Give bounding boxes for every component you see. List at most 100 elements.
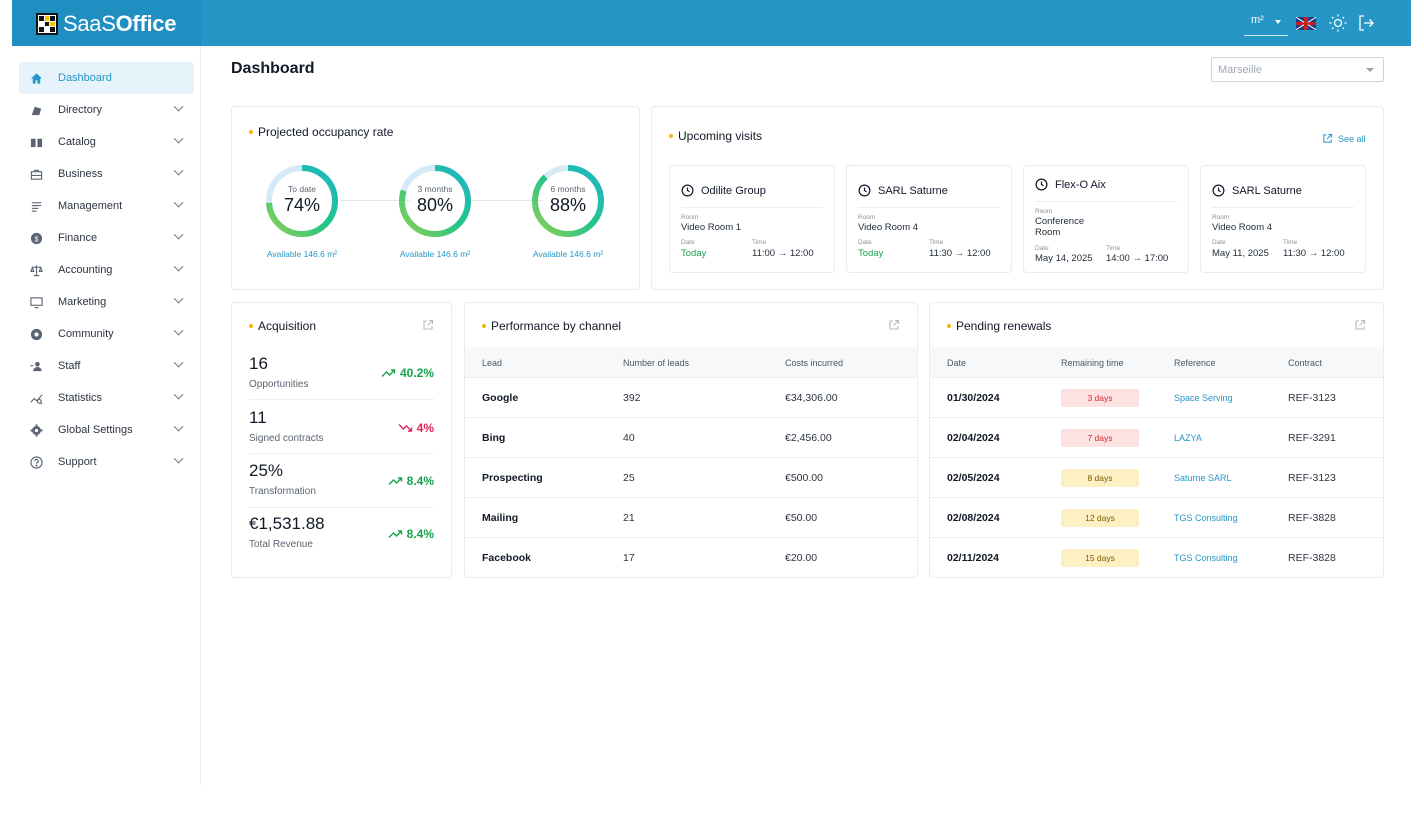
- column-header: Contract: [1288, 358, 1323, 368]
- visit-header: Odilite Group: [681, 184, 766, 197]
- table-row[interactable]: 02/08/2024 12 days TGS Consulting REF-38…: [930, 498, 1383, 538]
- chevron-down-icon: [173, 421, 184, 432]
- lead-cell: Mailing: [482, 512, 519, 524]
- kpi-label: Signed contracts: [249, 433, 324, 444]
- kpi-trend-value: 40.2%: [399, 366, 434, 380]
- renewals-table-header: Date Remaining time Reference Contract: [930, 347, 1383, 378]
- sidebar-item-dashboard[interactable]: Dashboard: [19, 62, 194, 94]
- sidebar-item-business[interactable]: Business: [19, 158, 194, 190]
- logo[interactable]: SaaSOffice: [36, 11, 176, 37]
- sidebar-item-support[interactable]: Support: [19, 446, 194, 478]
- visit-card[interactable]: SARL Saturne Room Video Room 4 Date May …: [1200, 165, 1366, 273]
- date-cell: 02/08/2024: [947, 512, 1000, 524]
- sidebar-item-label: Support: [58, 456, 97, 468]
- acquisition-title: Acquisition: [249, 319, 316, 333]
- remaining-badge: 3 days: [1061, 389, 1139, 407]
- kpi-trend: 8.4%: [388, 474, 434, 488]
- clock-icon: [1212, 184, 1225, 197]
- scale-icon: [29, 263, 43, 277]
- sidebar-item-marketing[interactable]: Marketing: [19, 286, 194, 318]
- visit-company: Flex-O Aix: [1055, 178, 1106, 191]
- kpi-trend: 4%: [398, 421, 434, 435]
- visit-card[interactable]: SARL Saturne Room Video Room 4 Date Toda…: [846, 165, 1012, 273]
- gauge-available: Available 146.6 m²: [399, 249, 471, 259]
- sidebar-item-finance[interactable]: $ Finance: [19, 222, 194, 254]
- city-select[interactable]: Marseille: [1211, 57, 1384, 82]
- table-row[interactable]: 01/30/2024 3 days Space Serving REF-3123: [930, 378, 1383, 418]
- table-row[interactable]: Google 392 €34,306.00: [465, 378, 917, 418]
- visit-date: May 11, 2025: [1212, 248, 1269, 259]
- contract-cell: REF-3291: [1288, 432, 1336, 444]
- cost-cell: €34,306.00: [785, 392, 838, 404]
- page-title: Dashboard: [231, 60, 315, 77]
- svg-text:$: $: [34, 234, 38, 243]
- sun-icon[interactable]: [1328, 13, 1348, 33]
- visit-time: 11:30 → 12:00: [1283, 248, 1345, 259]
- chevron-down-icon: [173, 197, 184, 208]
- sidebar-item-directory[interactable]: Directory: [19, 94, 194, 126]
- table-row[interactable]: Bing 40 €2,456.00: [465, 418, 917, 458]
- kpi-label: Total Revenue: [249, 539, 313, 550]
- time-label: Time: [1283, 239, 1298, 246]
- external-link-icon: [1323, 133, 1333, 143]
- reference-link[interactable]: Saturne SARL: [1174, 473, 1232, 483]
- sidebar-item-accounting[interactable]: Accounting: [19, 254, 194, 286]
- external-link-icon[interactable]: [422, 319, 434, 331]
- renewals-card: Pending renewals Date Remaining time Ref…: [929, 302, 1384, 578]
- uk-flag-icon[interactable]: [1296, 17, 1316, 30]
- gauge-fill: [399, 165, 471, 237]
- table-row[interactable]: 02/05/2024 8 days Saturne SARL REF-3123: [930, 458, 1383, 498]
- visit-company: Odilite Group: [701, 184, 766, 197]
- gauge-6-months: 6 months 88%: [530, 163, 606, 239]
- table-row[interactable]: Facebook 17 €20.00: [465, 538, 917, 577]
- directory-icon: [29, 103, 43, 117]
- contract-cell: REF-3828: [1288, 552, 1336, 564]
- leads-cell: 25: [623, 472, 635, 484]
- leads-cell: 40: [623, 432, 635, 444]
- sidebar-item-management[interactable]: Management: [19, 190, 194, 222]
- visit-header: SARL Saturne: [858, 184, 948, 197]
- sidebar-item-community[interactable]: Community: [19, 318, 194, 350]
- room-label: Room: [1212, 214, 1230, 221]
- dollar-icon: $: [29, 231, 43, 245]
- visit-header: Flex-O Aix: [1035, 178, 1106, 191]
- external-link-icon[interactable]: [888, 319, 900, 331]
- kpi-trend-value: 8.4%: [406, 474, 434, 488]
- visits-title: Upcoming visits: [669, 129, 762, 143]
- room-label: Room: [681, 214, 699, 221]
- logout-icon[interactable]: [1356, 13, 1376, 33]
- community-icon: [29, 327, 43, 341]
- reference-link[interactable]: TGS Consulting: [1174, 513, 1238, 523]
- table-row[interactable]: Mailing 21 €50.00: [465, 498, 917, 538]
- channels-card: Performance by channel Lead Number of le…: [464, 302, 918, 578]
- see-all-label: See all: [1338, 133, 1366, 144]
- sidebar-item-global-settings[interactable]: Global Settings: [19, 414, 194, 446]
- reference-link[interactable]: LAZYA: [1174, 433, 1202, 443]
- visits-card: Upcoming visits See all Odilite Group Ro…: [651, 106, 1384, 290]
- visit-divider: [858, 207, 1000, 208]
- sidebar-item-catalog[interactable]: Catalog: [19, 126, 194, 158]
- table-row[interactable]: 02/04/2024 7 days LAZYA REF-3291: [930, 418, 1383, 458]
- reference-link[interactable]: Space Serving: [1174, 393, 1233, 403]
- sidebar-item-statistics[interactable]: Statistics: [19, 382, 194, 414]
- kpi-opportunities: 16 Opportunities 40.2%: [249, 354, 434, 390]
- room-label: Room: [858, 214, 876, 221]
- visit-card[interactable]: Flex-O Aix Room Conference Room Date May…: [1023, 165, 1189, 273]
- visit-card[interactable]: Odilite Group Room Video Room 1 Date Tod…: [669, 165, 835, 273]
- date-cell: 02/05/2024: [947, 472, 1000, 484]
- remaining-badge: 7 days: [1061, 429, 1139, 447]
- sidebar-item-staff[interactable]: Staff: [19, 350, 194, 382]
- see-all-link[interactable]: See all: [1322, 133, 1366, 144]
- city-value: Marseille: [1218, 64, 1263, 76]
- cost-cell: €500.00: [785, 472, 823, 484]
- visit-room: Video Room 1: [681, 222, 742, 233]
- external-link-icon[interactable]: [1354, 319, 1366, 331]
- table-row[interactable]: Prospecting 25 €500.00: [465, 458, 917, 498]
- column-header: Date: [947, 358, 967, 368]
- table-row[interactable]: 02/11/2024 15 days TGS Consulting REF-38…: [930, 538, 1383, 577]
- reference-link[interactable]: TGS Consulting: [1174, 553, 1238, 563]
- column-header: Number of leads: [623, 358, 690, 368]
- leads-cell: 21: [623, 512, 635, 524]
- visit-divider: [1212, 207, 1354, 208]
- unit-select[interactable]: m²: [1244, 14, 1288, 36]
